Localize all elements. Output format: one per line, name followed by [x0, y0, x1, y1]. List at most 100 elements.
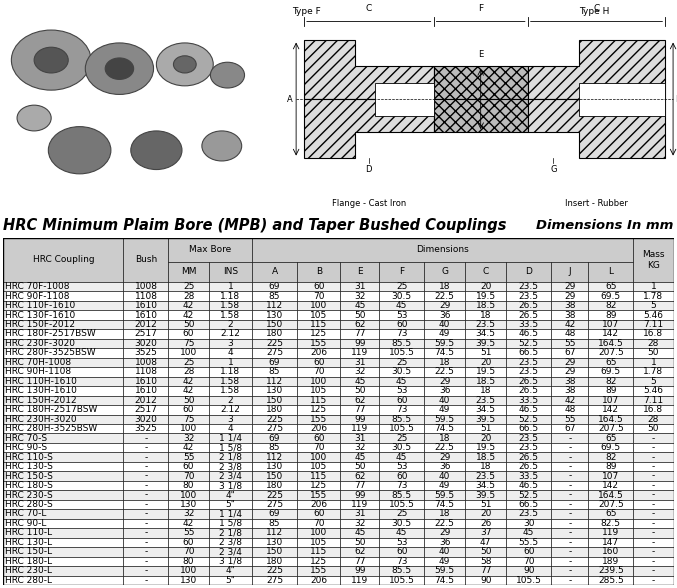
Text: 51: 51	[480, 500, 492, 509]
Bar	[169, 433, 209, 443]
Bar	[506, 462, 551, 472]
Text: 3 1/8: 3 1/8	[219, 481, 242, 490]
Bar	[297, 415, 341, 424]
Bar	[633, 282, 674, 291]
Bar	[633, 462, 674, 472]
Bar	[341, 376, 379, 386]
Text: HRC 110-S: HRC 110-S	[5, 453, 53, 462]
Bar	[252, 576, 297, 585]
Bar	[424, 433, 465, 443]
Text: 23.5: 23.5	[519, 358, 539, 367]
Text: 105.5: 105.5	[389, 576, 414, 585]
Bar	[588, 500, 633, 509]
Text: HRC 90F-1108: HRC 90F-1108	[5, 292, 70, 300]
Bar	[633, 566, 674, 576]
Text: 40: 40	[439, 396, 450, 405]
Bar	[341, 424, 379, 433]
Bar	[551, 415, 588, 424]
Bar	[588, 396, 633, 405]
Bar	[506, 509, 551, 519]
Text: 42: 42	[183, 386, 194, 395]
Text: 33.5: 33.5	[519, 320, 539, 329]
Text: 48: 48	[564, 405, 575, 415]
Bar	[551, 443, 588, 452]
Bar	[465, 566, 506, 576]
Text: 38: 38	[564, 377, 575, 386]
Text: 60: 60	[313, 358, 324, 367]
Text: 26: 26	[480, 519, 492, 528]
Bar	[424, 424, 465, 433]
Bar	[633, 348, 674, 358]
Bar	[551, 262, 588, 282]
Bar	[297, 576, 341, 585]
Bar	[297, 424, 341, 433]
Text: 1108: 1108	[135, 292, 158, 300]
Bar	[123, 472, 169, 481]
Bar	[169, 376, 209, 386]
Bar	[341, 537, 379, 547]
Text: 125: 125	[310, 557, 327, 566]
Circle shape	[17, 105, 51, 131]
Text: 115: 115	[310, 396, 328, 405]
Bar	[588, 452, 633, 462]
Bar	[424, 282, 465, 291]
Bar	[465, 443, 506, 452]
Bar	[209, 519, 252, 528]
Bar	[252, 348, 297, 358]
Text: 100: 100	[310, 377, 328, 386]
Text: 130: 130	[266, 386, 283, 395]
Text: A: A	[271, 268, 278, 276]
Bar	[3, 576, 123, 585]
Text: 2517: 2517	[135, 405, 157, 415]
Bar	[3, 339, 123, 348]
Bar	[169, 472, 209, 481]
Text: 67: 67	[564, 424, 575, 433]
Text: 20: 20	[480, 509, 492, 519]
Text: 5: 5	[651, 377, 656, 386]
Text: 1610: 1610	[135, 310, 158, 319]
Bar	[252, 424, 297, 433]
Text: 45: 45	[354, 301, 366, 310]
Text: 49: 49	[439, 557, 450, 566]
Bar	[551, 537, 588, 547]
Text: 66.5: 66.5	[519, 349, 539, 358]
Bar	[3, 509, 123, 519]
Bar	[588, 519, 633, 528]
Text: 18.5: 18.5	[476, 377, 496, 386]
Bar	[551, 376, 588, 386]
Bar	[209, 405, 252, 415]
Text: 31: 31	[354, 358, 366, 367]
Text: 46.5: 46.5	[519, 481, 539, 490]
Text: 25: 25	[183, 282, 194, 291]
Text: 77: 77	[354, 329, 366, 339]
Bar	[3, 519, 123, 528]
Text: 1108: 1108	[135, 368, 158, 376]
Bar	[588, 301, 633, 310]
Text: 18.5: 18.5	[476, 301, 496, 310]
Text: 28: 28	[183, 368, 194, 376]
Bar	[209, 386, 252, 396]
Bar	[297, 433, 341, 443]
Text: 77: 77	[354, 557, 366, 566]
Text: 16.8: 16.8	[643, 329, 663, 339]
Bar	[252, 462, 297, 472]
Bar	[588, 481, 633, 490]
Text: 32: 32	[354, 292, 366, 300]
Bar	[379, 472, 424, 481]
Text: 70: 70	[183, 472, 194, 480]
Bar	[465, 358, 506, 367]
Bar	[252, 358, 297, 367]
Bar	[424, 490, 465, 500]
Text: Flange - Cast Iron: Flange - Cast Iron	[332, 199, 406, 208]
Text: HRC 90-L: HRC 90-L	[5, 519, 47, 528]
Text: 4: 4	[227, 424, 233, 433]
Text: 40: 40	[439, 547, 450, 556]
Bar	[588, 528, 633, 537]
Text: 42: 42	[183, 519, 194, 528]
Text: 1 1/4: 1 1/4	[219, 509, 242, 519]
Bar	[506, 301, 551, 310]
Bar	[633, 547, 674, 557]
Bar	[209, 310, 252, 320]
Text: -: -	[568, 481, 571, 490]
Text: 45: 45	[523, 529, 534, 537]
